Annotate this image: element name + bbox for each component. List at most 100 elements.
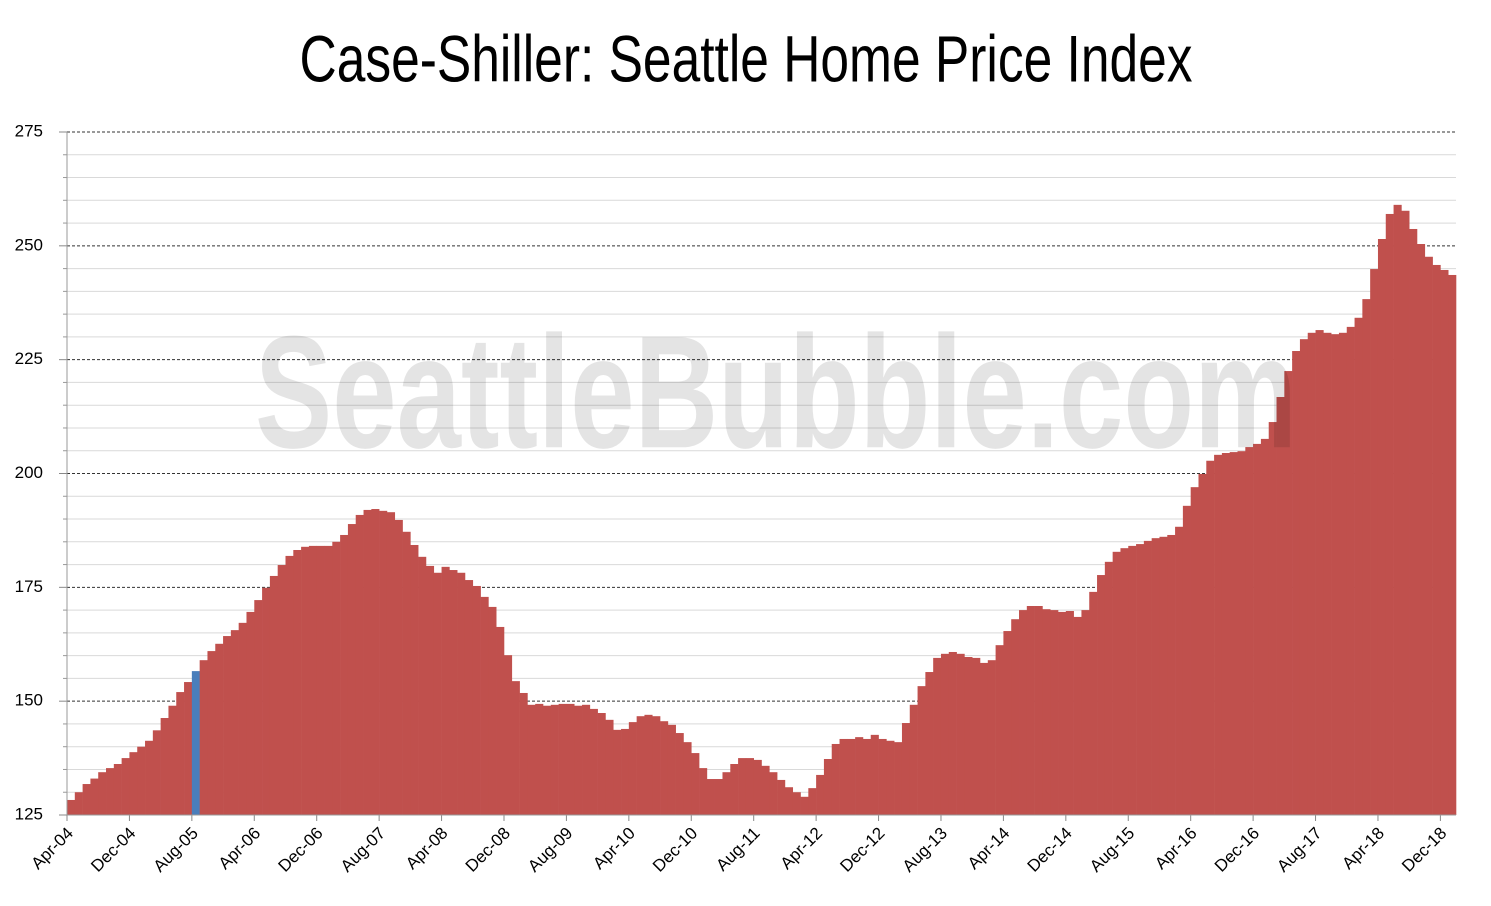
x-tick-label: Apr-18 — [1338, 824, 1388, 874]
bar — [784, 787, 794, 815]
bar — [1338, 332, 1348, 815]
bar — [262, 587, 271, 815]
bar — [418, 556, 427, 815]
bar — [191, 671, 200, 815]
bar — [464, 580, 474, 815]
bar — [1284, 371, 1293, 815]
bar — [1221, 453, 1231, 815]
bar — [823, 758, 833, 815]
x-tick-label: Dec-08 — [462, 824, 514, 876]
bar — [457, 572, 466, 815]
bar — [230, 630, 239, 815]
bar — [98, 772, 107, 815]
bar — [137, 746, 146, 815]
x-tick-label: Dec-18 — [1398, 824, 1450, 876]
bar — [1104, 561, 1113, 815]
bar — [1276, 397, 1285, 815]
x-tick-label: Dec-16 — [1211, 824, 1263, 876]
bar — [699, 768, 708, 815]
bar — [519, 692, 528, 815]
x-tick-label: Aug-11 — [712, 824, 763, 875]
bar — [106, 768, 115, 815]
bar — [683, 742, 692, 815]
x-tick-label: Aug-05 — [150, 824, 202, 876]
bar — [972, 657, 981, 815]
bar — [1393, 204, 1402, 815]
bar — [113, 764, 122, 815]
bar — [441, 566, 450, 815]
bar — [301, 546, 310, 815]
bar — [1112, 551, 1121, 815]
bar — [488, 606, 497, 815]
bar — [496, 626, 505, 815]
bar — [332, 541, 341, 815]
bar — [1081, 610, 1090, 815]
bar — [730, 764, 739, 815]
y-tick-label: 275 — [15, 121, 43, 140]
x-tick-label: Apr-10 — [589, 824, 639, 874]
bar — [1385, 213, 1394, 815]
bar — [121, 758, 130, 815]
bar — [933, 657, 942, 815]
bar — [1128, 545, 1137, 815]
bar — [1026, 606, 1035, 815]
bar — [1151, 538, 1160, 815]
x-tick-label: Dec-04 — [87, 824, 139, 876]
bar — [379, 510, 388, 815]
bar — [1268, 422, 1277, 815]
bar — [1058, 611, 1067, 815]
bar — [1065, 611, 1074, 815]
bar — [816, 774, 825, 815]
bar — [1136, 544, 1145, 815]
bar — [1206, 460, 1215, 815]
bar — [355, 514, 364, 815]
bar — [777, 779, 786, 815]
x-tick-label: Apr-08 — [402, 824, 452, 874]
bar — [1003, 631, 1012, 815]
bar — [1050, 610, 1059, 815]
bar — [605, 719, 614, 815]
bar — [1237, 451, 1246, 815]
bar — [152, 730, 161, 815]
y-tick-label: 250 — [15, 235, 43, 254]
bar — [1034, 606, 1043, 815]
x-tick-label: Aug-09 — [524, 824, 576, 876]
bar — [1089, 591, 1098, 815]
bar — [472, 585, 481, 815]
bar — [925, 672, 934, 815]
bar — [706, 779, 715, 815]
bar — [1416, 244, 1426, 816]
y-tick-label: 200 — [15, 463, 43, 482]
bar — [308, 545, 318, 815]
bar — [238, 622, 247, 815]
bar — [1370, 269, 1379, 816]
bar — [808, 788, 817, 815]
bar — [628, 722, 637, 815]
bar — [324, 545, 333, 815]
bar — [449, 570, 458, 815]
bar — [956, 653, 965, 815]
bar — [410, 544, 419, 815]
bar — [199, 660, 208, 815]
bar — [675, 733, 684, 815]
bar — [246, 611, 255, 815]
bar — [316, 545, 325, 815]
bar — [160, 718, 169, 815]
bar — [886, 740, 895, 815]
bar — [1253, 443, 1262, 815]
bar — [1315, 330, 1324, 815]
y-tick-label: 125 — [15, 804, 43, 823]
bar — [527, 704, 536, 815]
bar — [738, 758, 747, 815]
bar — [425, 565, 435, 815]
bar — [433, 572, 442, 815]
x-tick-label: Aug-15 — [1086, 824, 1138, 876]
bar — [207, 651, 216, 815]
bar — [1214, 454, 1223, 815]
bar — [168, 705, 177, 815]
bar — [574, 705, 583, 815]
bar — [1182, 505, 1191, 815]
bar — [644, 714, 653, 815]
bar — [660, 721, 669, 815]
